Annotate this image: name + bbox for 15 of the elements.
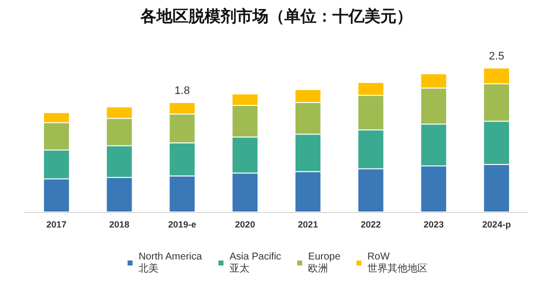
legend-label: Europe 欧洲: [308, 252, 341, 274]
annotation: 2.5: [488, 50, 504, 62]
legend-label: North America 北美: [138, 252, 202, 274]
x-tick-label: 2023: [424, 220, 444, 230]
x-tick-label: 2020: [235, 220, 256, 230]
x-tick-label: 2018: [109, 220, 130, 230]
x-tick-label: 2024-p: [482, 220, 512, 230]
legend-label: Asia Pacific 亚太: [229, 252, 282, 274]
chart-title: 各地区脱模剂市场（单位：十亿美元）: [140, 6, 412, 26]
x-tick-label: 2017: [46, 220, 66, 230]
annotation: 1.8: [174, 85, 190, 98]
legend-label: RoW 世界其他地区: [367, 252, 428, 274]
x-tick-label: 2021: [298, 220, 318, 230]
x-tick-label: 2022: [360, 220, 381, 230]
x-tick-label: 2019-e: [168, 220, 196, 230]
